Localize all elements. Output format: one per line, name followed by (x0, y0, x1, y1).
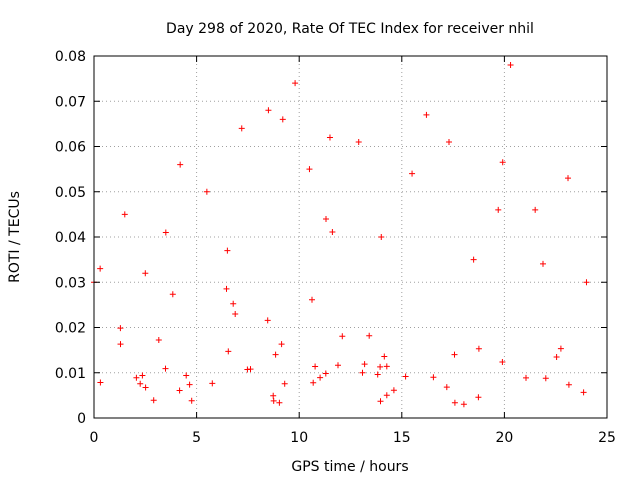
y-tick-label: 0.07 (55, 94, 86, 110)
x-tick-label: 20 (495, 430, 513, 446)
y-tick-label: 0.02 (55, 321, 86, 337)
x-tick-label: 10 (290, 430, 308, 446)
y-tick-label: 0.06 (55, 140, 86, 156)
y-tick-label: 0 (77, 411, 86, 427)
chart-title: Day 298 of 2020, Rate Of TEC Index for r… (166, 21, 534, 37)
y-tick-label: 0.01 (55, 366, 86, 382)
y-tick-label: 0.04 (55, 230, 86, 246)
y-tick-label: 0.03 (55, 275, 86, 291)
roti-point-markers (91, 62, 590, 408)
x-tick-label: 25 (598, 430, 616, 446)
y-axis-label: ROTI / TECUs (7, 191, 23, 283)
x-tick-label: 0 (90, 430, 99, 446)
grid-lines (94, 56, 607, 418)
data-points (91, 62, 590, 408)
y-tick-label: 0.05 (55, 185, 86, 201)
x-tick-label: 5 (192, 430, 201, 446)
x-tick-label: 15 (393, 430, 411, 446)
x-axis-label: GPS time / hours (291, 459, 408, 475)
y-tick-label: 0.08 (55, 49, 86, 65)
axis-ticks: 0 5 10 15 20 25 0 0.01 0.02 0.03 0.04 0.05 0.06 0.07 0… (55, 49, 616, 446)
